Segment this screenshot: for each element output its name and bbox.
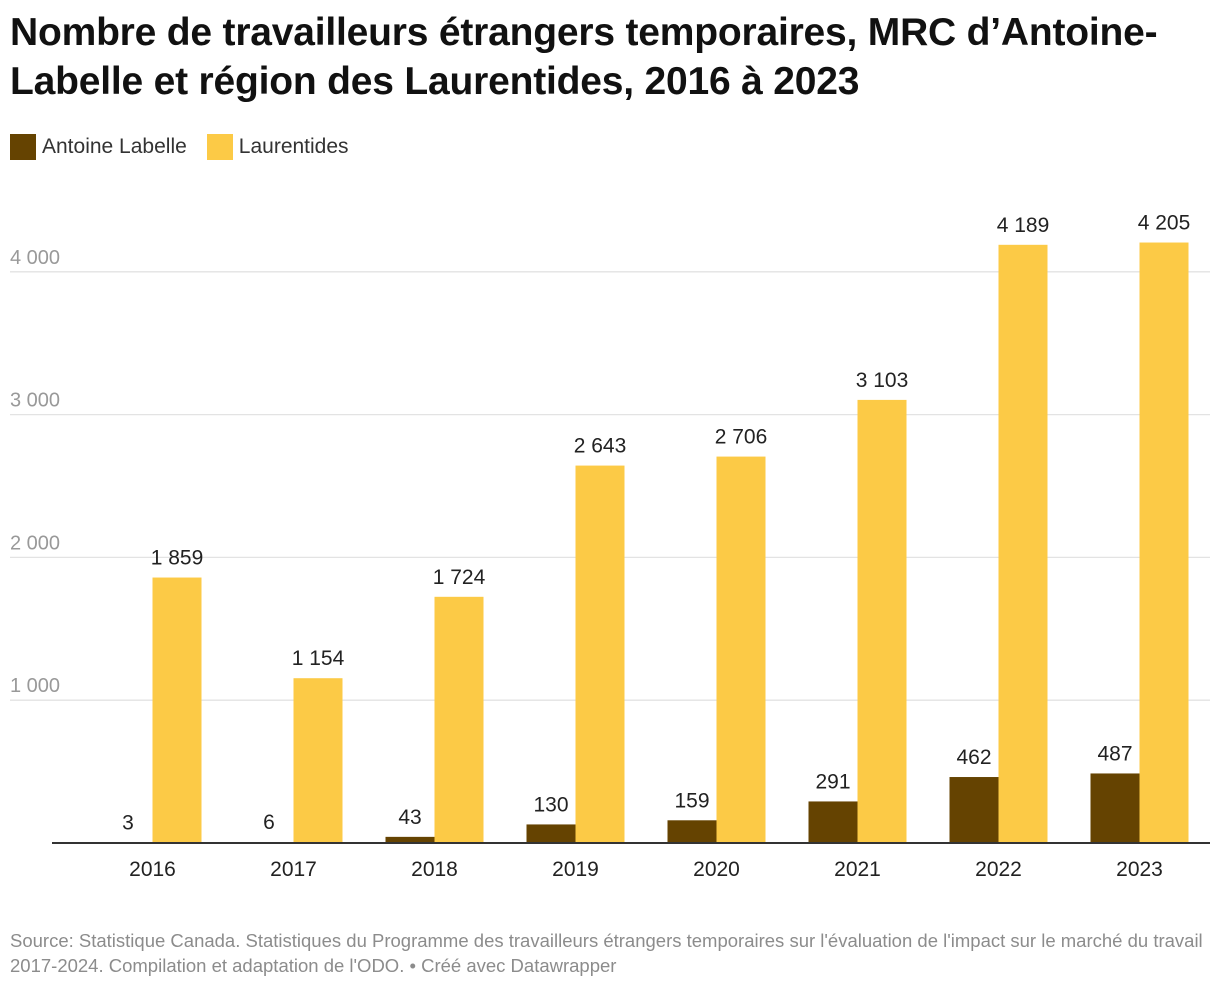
data-label: 4 205 [1138,212,1191,235]
x-tick-label: 2022 [975,858,1022,881]
legend-item-laurentides: Laurentides [206,134,349,160]
data-label: 462 [956,746,991,769]
bar-laurentides [1139,242,1189,843]
data-label: 1 724 [433,566,486,589]
bar-antoine-labelle [667,820,717,843]
bar-laurentides [857,399,907,843]
x-tick-label: 2019 [552,858,599,881]
data-label: 3 [122,812,134,835]
bar-laurentides [152,577,202,843]
bar-chart: 1 000 2 000 3 000 4 000 3 1 859 2016 6 1 154 2017… [10,212,1210,881]
legend-label-antoine-labelle: Antoine Labelle [42,135,187,158]
legend-swatch-antoine-labelle [10,134,36,160]
data-label: 43 [398,806,421,829]
y-tick-label: 3 000 [10,390,60,412]
data-label: 1 859 [151,547,204,570]
data-label: 3 103 [856,369,909,392]
bar-antoine-labelle [949,777,999,843]
bar-laurentides [434,596,484,843]
data-label: 4 189 [997,214,1050,237]
data-label: 6 [263,811,275,834]
legend-label-laurentides: Laurentides [238,135,349,158]
y-tick-label: 2 000 [10,532,60,554]
y-tick-label: 4 000 [10,247,60,269]
data-label: 291 [815,770,850,793]
bar-antoine-labelle [526,824,576,843]
data-label: 130 [533,793,568,816]
x-tick-label: 2018 [411,858,458,881]
legend: Antoine Labelle Laurentides [10,134,349,160]
bar-laurentides [575,465,625,843]
x-tick-label: 2023 [1116,858,1163,881]
x-tick-label: 2020 [693,858,740,881]
data-label: 1 154 [292,647,345,670]
bar-laurentides [293,678,343,843]
bar-antoine-labelle [1090,773,1140,843]
legend-item-antoine-labelle: Antoine Labelle [10,134,187,160]
bar-laurentides [716,456,766,843]
x-tick-label: 2016 [129,858,176,881]
bar-laurentides [998,244,1048,843]
x-tick-label: 2021 [834,858,881,881]
data-label: 487 [1097,742,1132,765]
legend-swatch-laurentides [206,134,233,160]
y-tick-label: 1 000 [10,675,60,697]
source-note: Source: Statistique Canada. Statistiques… [10,930,1203,976]
x-tick-label: 2017 [270,858,317,881]
bar-antoine-labelle [385,836,435,843]
data-label: 2 706 [715,426,768,449]
chart-title: Nombre de travailleurs étrangers tempora… [10,11,1158,103]
data-label: 2 643 [574,435,627,458]
data-label: 159 [674,789,709,812]
bar-antoine-labelle [808,801,858,843]
